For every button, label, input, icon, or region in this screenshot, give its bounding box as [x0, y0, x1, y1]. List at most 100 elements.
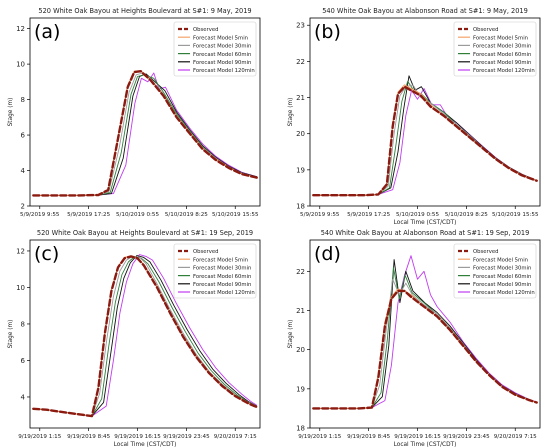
- legend-label: Forecast Model 5min: [473, 35, 528, 41]
- panel-title: 540 White Oak Bayou at Alabonson Road at…: [322, 7, 528, 15]
- series-group: [32, 254, 258, 418]
- legend-box: [453, 21, 537, 77]
- y-tick-label: 21: [296, 94, 305, 102]
- series-line-forecast-model-120min: [32, 72, 258, 196]
- legend-label: Forecast Model 5min: [473, 257, 528, 263]
- legend-label: Forecast Model 30min: [473, 266, 531, 272]
- y-tick-label: 20: [296, 346, 305, 354]
- x-tick-label: 5/10/2019 15:55: [212, 212, 259, 218]
- legend-label: Observed: [473, 249, 498, 255]
- series-line-forecast-model-90min: [312, 75, 538, 196]
- panel-label: (c): [34, 243, 59, 265]
- legend-label: Forecast Model 120min: [473, 68, 535, 74]
- series-group: [312, 255, 538, 410]
- legend-box: [453, 243, 537, 299]
- panel-b: 540 White Oak Bayou at Alabonson Road at…: [288, 7, 541, 226]
- x-tick-label: 9/19/2019 23:45: [163, 434, 210, 440]
- panel-d: 540 White Oak Bayou at Alabonson Road at…: [288, 229, 541, 448]
- x-tick-label: 5/10/2019 0:55: [396, 212, 439, 218]
- plot-area: [309, 17, 541, 207]
- panel-title: 540 White Oak Bayou at Alabonson Road at…: [321, 229, 530, 237]
- legend-label: Forecast Model 90min: [193, 282, 251, 288]
- y-axis-label: Stage (m): [8, 98, 14, 127]
- y-tick-label: 22: [296, 268, 305, 276]
- y-tick-label: 4: [21, 393, 26, 401]
- legend-label: Observed: [193, 27, 218, 33]
- series-group: [32, 69, 258, 197]
- y-tick-label: 23: [296, 22, 305, 30]
- x-tick-label: 9/19/2019 23:45: [443, 434, 490, 440]
- y-tick-label: 6: [21, 132, 26, 140]
- legend-label: Forecast Model 60min: [473, 274, 531, 280]
- x-tick-label: 9/19/2019 8:45: [67, 434, 110, 440]
- panel-a: 520 White Oak Bayou at Heights Boulevard…: [8, 7, 261, 218]
- legend-label: Forecast Model 30min: [193, 44, 251, 50]
- panel-title: 520 White Oak Bayou at Heights Boulevard…: [37, 229, 253, 237]
- series-line-observed: [312, 289, 538, 410]
- legend-label: Forecast Model 5min: [193, 257, 248, 263]
- y-tick-label: 10: [16, 284, 25, 292]
- y-tick-label: 18: [296, 203, 305, 211]
- legend: Observed Forecast Model 5min Forecast Mode…: [453, 243, 537, 299]
- y-tick-label: 18: [296, 425, 305, 433]
- y-tick-label: 19: [296, 166, 305, 174]
- legend-label: Forecast Model 120min: [473, 290, 535, 296]
- legend: Observed Forecast Model 5min Forecast Mode…: [173, 243, 257, 299]
- series-line-forecast-model-90min: [32, 73, 258, 196]
- plot-area: [29, 239, 261, 429]
- legend-label: Forecast Model 120min: [193, 290, 255, 296]
- y-tick-label: 22: [296, 58, 305, 66]
- x-tick-label: 5/9/2019 9:55: [300, 212, 340, 218]
- x-tick-label: 9/19/2019 8:45: [347, 434, 390, 440]
- y-tick-label: 20: [296, 130, 305, 138]
- panel-label: (b): [314, 21, 341, 43]
- y-tick-label: 8: [21, 320, 25, 328]
- x-tick-label: 5/10/2019 15:55: [492, 212, 539, 218]
- series-line-forecast-model-5min: [32, 70, 258, 196]
- legend-label: Observed: [473, 27, 498, 33]
- legend-box: [173, 243, 257, 299]
- legend-label: Forecast Model 90min: [473, 282, 531, 288]
- x-tick-label: 9/19/2019 16:15: [394, 434, 441, 440]
- x-axis-label: Local Time (CST/CDT): [114, 442, 177, 448]
- x-tick-label: 5/9/2019 17:25: [347, 212, 390, 218]
- legend-label: Forecast Model 90min: [193, 60, 251, 66]
- x-tick-label: 5/10/2019 8:25: [165, 212, 208, 218]
- series-line-observed: [32, 255, 258, 418]
- y-tick-label: 2: [21, 203, 25, 211]
- x-tick-label: 9/20/2019 7:15: [214, 434, 257, 440]
- legend-label: Forecast Model 120min: [193, 68, 255, 74]
- y-tick-label: 19: [296, 385, 305, 393]
- x-axis-label: Local Time (CST/CDT): [394, 442, 457, 448]
- series-line-observed: [32, 69, 258, 197]
- x-tick-label: 5/9/2019 17:25: [67, 212, 110, 218]
- y-tick-label: 8: [21, 96, 25, 104]
- y-axis-label: Stage (m): [288, 98, 294, 127]
- legend-label: Forecast Model 5min: [193, 35, 248, 41]
- series-line-forecast-model-30min: [32, 72, 258, 196]
- panel-title: 520 White Oak Bayou at Heights Boulevard…: [38, 7, 251, 15]
- series-line-forecast-model-120min: [312, 255, 538, 409]
- y-tick-label: 21: [296, 307, 305, 315]
- y-tick-label: 12: [16, 25, 25, 33]
- legend-label: Forecast Model 60min: [473, 52, 531, 58]
- series-line-forecast-model-30min: [312, 278, 538, 409]
- series-group: [312, 75, 538, 197]
- y-tick-label: 6: [21, 357, 26, 365]
- x-tick-label: 9/20/2019 7:15: [494, 434, 537, 440]
- legend-label: Forecast Model 60min: [193, 52, 251, 58]
- x-axis-label: Local Time (CST/CDT): [394, 220, 457, 226]
- legend-label: Forecast Model 30min: [473, 44, 531, 50]
- y-tick-label: 4: [21, 167, 26, 175]
- panel-label: (a): [34, 21, 60, 43]
- panel-c: 520 White Oak Bayou at Heights Boulevard…: [8, 229, 261, 448]
- plot-area: [29, 17, 261, 207]
- plot-area: [309, 239, 541, 429]
- y-tick-label: 12: [16, 247, 25, 255]
- y-axis-label: Stage (m): [8, 320, 14, 349]
- x-tick-label: 9/19/2019 1:15: [298, 434, 341, 440]
- x-tick-label: 5/10/2019 0:55: [116, 212, 159, 218]
- legend-label: Observed: [193, 249, 218, 255]
- panel-label: (d): [314, 243, 341, 265]
- y-axis-label: Stage (m): [288, 320, 294, 349]
